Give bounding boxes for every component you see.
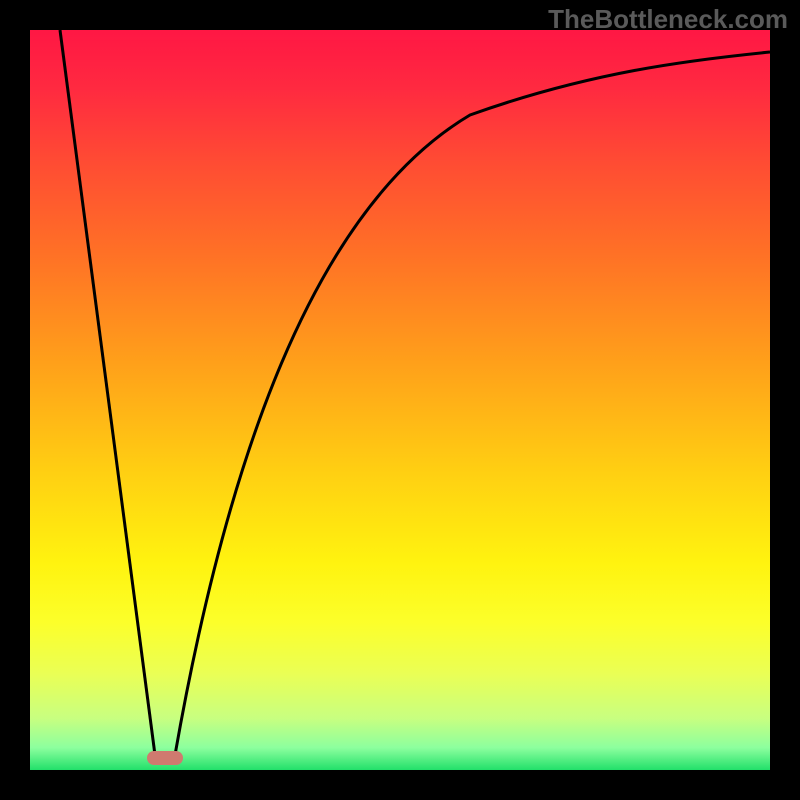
chart-container: TheBottleneck.com <box>0 0 800 800</box>
optimal-marker <box>147 751 183 765</box>
watermark-text: TheBottleneck.com <box>548 4 788 35</box>
bottleneck-chart <box>0 0 800 800</box>
